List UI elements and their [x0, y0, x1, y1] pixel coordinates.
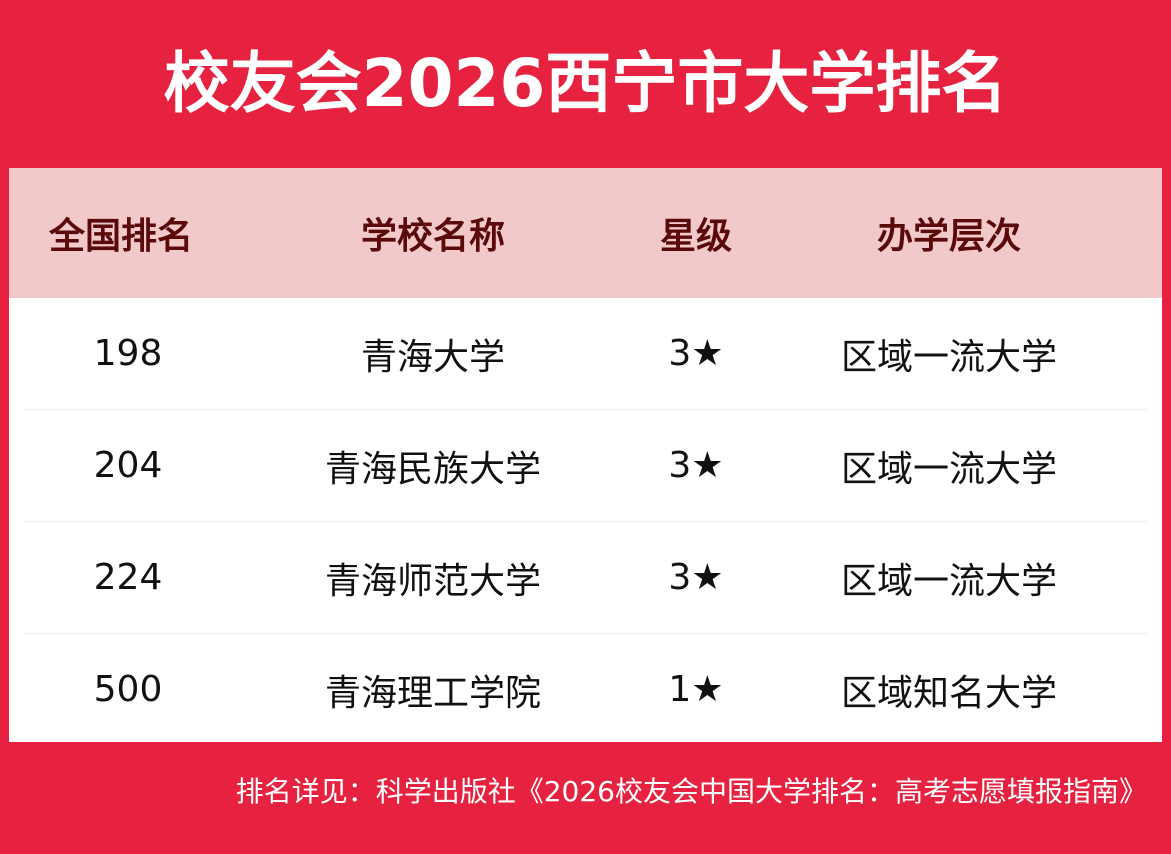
column-header: 星级	[659, 216, 732, 257]
table-cell: 224	[93, 557, 163, 598]
table-cell: 500	[93, 669, 163, 710]
table-cell: 1★	[668, 669, 724, 710]
table-cell: 青海理工学院	[324, 672, 541, 714]
table-row: 224 青海师范大学 3★ 区域一流大学	[23, 522, 1148, 634]
header-row: 全国排名 学校名称 星级 办学层次	[9, 168, 1162, 298]
table-cell: 区域知名大学	[840, 672, 1057, 714]
title: 校友会2026西宁市大学排名	[163, 45, 1008, 122]
table-cell: 区域一流大学	[840, 336, 1057, 378]
table-row: 500 青海理工学院 1★ 区域知名大学	[23, 634, 1148, 745]
column-header: 办学层次	[876, 216, 1021, 257]
table-cell: 区域一流大学	[840, 560, 1057, 602]
column-header: 学校名称	[360, 216, 505, 257]
table: 全国排名 学校名称 星级 办学层次 198 青海大学 3★ 区域一流大学 204 青海民族大学 3★…	[9, 168, 1162, 742]
footer-note: 排名详见：科学出版社《2026校友会中国大学排名：高考志愿填报指南》	[235, 775, 1147, 808]
table-row: 198 青海大学 3★ 区域一流大学	[23, 298, 1148, 410]
table-cell: 区域一流大学	[840, 448, 1057, 490]
table-cell: 3★	[668, 333, 724, 374]
table-cell: 198	[93, 333, 163, 374]
table-row: 204 青海民族大学 3★ 区域一流大学	[23, 410, 1148, 522]
column-header: 全国排名	[48, 216, 193, 257]
table-cell: 青海师范大学	[324, 560, 541, 602]
table-cell: 204	[93, 445, 163, 486]
table-cell: 3★	[668, 445, 724, 486]
table-cell: 青海大学	[360, 336, 505, 378]
table-cell: 青海民族大学	[324, 448, 541, 490]
table-cell: 3★	[668, 557, 724, 598]
